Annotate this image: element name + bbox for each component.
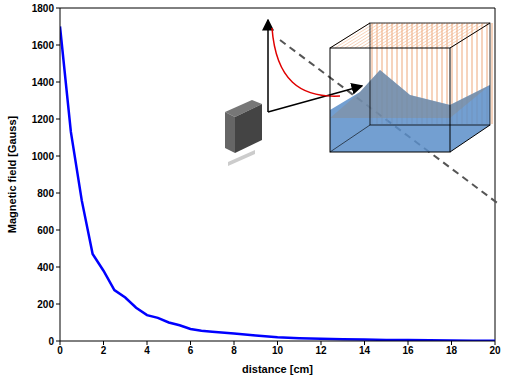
svg-text:2: 2 (101, 345, 107, 356)
svg-text:12: 12 (315, 345, 327, 356)
svg-text:1200: 1200 (32, 114, 55, 125)
svg-text:Magnetic field [Gauss]: Magnetic field [Gauss] (6, 115, 18, 233)
svg-text:1800: 1800 (32, 3, 55, 14)
svg-text:16: 16 (402, 345, 414, 356)
svg-text:1000: 1000 (32, 151, 55, 162)
svg-text:1400: 1400 (32, 77, 55, 88)
svg-text:4: 4 (144, 345, 150, 356)
svg-text:600: 600 (37, 225, 54, 236)
svg-text:1600: 1600 (32, 40, 55, 51)
svg-text:6: 6 (188, 345, 194, 356)
svg-text:400: 400 (37, 262, 54, 273)
svg-text:18: 18 (446, 345, 458, 356)
svg-text:800: 800 (37, 188, 54, 199)
svg-text:10: 10 (272, 345, 284, 356)
svg-text:0: 0 (48, 336, 54, 347)
svg-text:200: 200 (37, 299, 54, 310)
svg-text:0: 0 (57, 345, 63, 356)
svg-text:distance [cm]: distance [cm] (242, 363, 313, 375)
svg-text:14: 14 (359, 345, 371, 356)
svg-text:20: 20 (489, 345, 501, 356)
svg-text:8: 8 (231, 345, 237, 356)
